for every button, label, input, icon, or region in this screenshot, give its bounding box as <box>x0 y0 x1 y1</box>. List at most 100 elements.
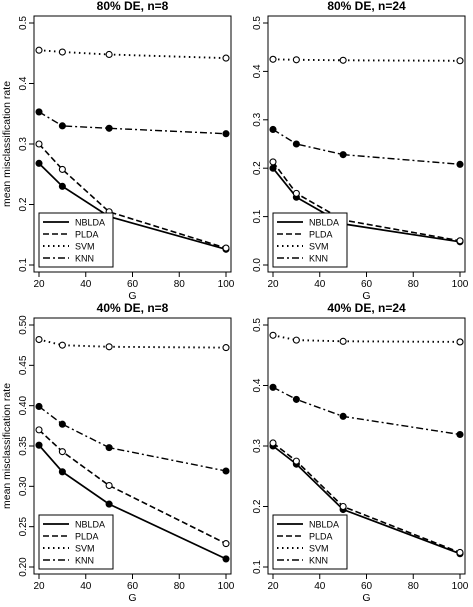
legend-label: KNN <box>309 556 328 566</box>
legend: NBLDA PLDA SVM KNN <box>38 514 114 570</box>
data-point-svm <box>58 341 66 349</box>
chart-panel-4: 40% DE, n=24 20 40 60 80 100 G 0.1 0.2 0.3 0.4 0.5 N… <box>252 301 469 604</box>
y-tick-label: 0.35 <box>18 436 29 456</box>
y-tick-label: 0.0 <box>252 258 263 272</box>
data-point-plda <box>292 189 300 197</box>
x-tick-label: 80 <box>408 581 420 592</box>
legend-label: NBLDA <box>75 218 105 228</box>
y-tick-label: 0.1 <box>252 209 263 223</box>
x-tick-label: 80 <box>174 581 186 592</box>
data-point-svm <box>105 343 113 351</box>
panel-title: 40% DE, n=24 <box>327 301 406 315</box>
data-point-knn <box>339 412 347 420</box>
x-tick-label: 20 <box>267 581 279 592</box>
x-tick-label: 20 <box>33 279 45 290</box>
data-point-svm <box>222 344 230 352</box>
data-point-svm <box>269 331 277 339</box>
y-tick-label: 0.3 <box>18 137 29 151</box>
data-point-svm <box>292 56 300 64</box>
data-point-knn <box>58 420 66 428</box>
series-line-svm <box>272 334 461 343</box>
legend-box <box>38 212 114 268</box>
y-tick-label: 0.30 <box>18 476 29 496</box>
data-point-svm <box>35 335 43 344</box>
legend-label: KNN <box>75 556 94 566</box>
y-tick-label: 0.2 <box>252 499 263 513</box>
legend-label: PLDA <box>75 230 99 240</box>
data-point-nblda <box>269 164 277 172</box>
y-tick-label: 0.25 <box>18 516 29 536</box>
data-point-nblda <box>58 182 66 190</box>
data-point-knn <box>105 444 113 452</box>
data-point-svm <box>35 46 43 54</box>
y-tick-label: 0.3 <box>252 439 263 453</box>
legend-label: SVM <box>309 242 329 252</box>
data-point-knn <box>292 140 300 148</box>
x-tick-label: 60 <box>361 279 373 290</box>
series-line-knn <box>272 386 461 436</box>
data-point-plda <box>456 237 464 245</box>
x-tick-label: 100 <box>218 279 235 290</box>
data-point-knn <box>339 151 347 159</box>
legend-label: PLDA <box>309 532 333 542</box>
x-axis-label: G <box>362 592 370 604</box>
x-tick-label: 100 <box>218 581 235 592</box>
legend: NBLDA PLDA SVM KNN <box>272 212 348 268</box>
y-tick-label: 0.45 <box>18 355 29 375</box>
data-point-plda <box>456 548 464 557</box>
data-point-knn <box>58 122 66 130</box>
data-point-plda <box>269 439 277 447</box>
panel-title: 80% DE, n=24 <box>327 0 406 13</box>
series-line-knn <box>38 405 227 472</box>
x-axis-label: G <box>128 290 136 302</box>
data-point-knn <box>105 124 113 132</box>
data-point-plda <box>35 140 43 148</box>
data-point-svm <box>222 54 230 62</box>
series-line-plda <box>38 429 227 545</box>
data-point-knn <box>222 467 230 475</box>
y-tick-label: 0.5 <box>18 16 29 30</box>
data-point-plda <box>339 502 347 511</box>
y-tick-label: 0.50 <box>18 315 29 335</box>
series-line-nblda <box>38 444 227 560</box>
y-axis-label: mean misclassification rate <box>1 81 13 207</box>
chart-panel-1: 80% DE, n=8 20 40 60 80 100 G 0.1 0.2 0.3 0.4 0.5 me… <box>1 0 235 302</box>
data-point-plda <box>292 457 300 465</box>
legend-label: KNN <box>75 254 94 264</box>
x-tick-label: 40 <box>80 279 92 290</box>
series-line-knn <box>272 128 461 165</box>
data-point-svm <box>292 336 300 344</box>
x-tick-label: 40 <box>314 279 326 290</box>
data-point-svm <box>456 338 464 346</box>
x-tick-label: 80 <box>174 279 186 290</box>
y-tick-label: 0.1 <box>252 560 263 574</box>
data-point-knn <box>222 130 230 138</box>
y-tick-label: 0.1 <box>18 258 29 272</box>
y-tick-label: 0.4 <box>18 76 29 90</box>
series-line-plda <box>272 161 461 242</box>
panel-title: 80% DE, n=8 <box>97 0 169 13</box>
legend-label: KNN <box>309 254 328 264</box>
y-tick-label: 0.5 <box>252 16 263 30</box>
data-point-plda <box>35 426 43 434</box>
series-line-nblda <box>38 162 227 251</box>
legend-label: PLDA <box>309 230 333 240</box>
data-point-nblda <box>105 500 113 508</box>
legend-label: PLDA <box>75 532 99 542</box>
panel-title: 40% DE, n=8 <box>97 301 169 315</box>
series-line-plda <box>38 143 227 249</box>
data-point-knn <box>269 383 277 391</box>
x-tick-label: 40 <box>314 581 326 592</box>
legend-label: SVM <box>75 242 95 252</box>
y-tick-label: 0.5 <box>252 318 263 332</box>
y-tick-label: 0.4 <box>252 378 263 392</box>
series-line-knn <box>38 111 227 135</box>
data-point-nblda <box>58 468 66 476</box>
legend-label: NBLDA <box>309 218 339 228</box>
data-point-knn <box>456 430 464 439</box>
y-axis-label: mean misclassification rate <box>1 383 13 509</box>
x-tick-label: 40 <box>80 581 92 592</box>
data-point-svm <box>58 48 66 56</box>
data-point-plda <box>269 158 277 166</box>
